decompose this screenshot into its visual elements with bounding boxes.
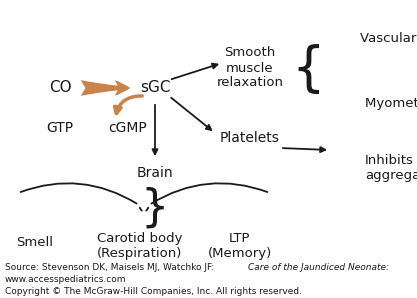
Text: cGMP: cGMP [108, 121, 147, 135]
Text: Care of the Jaundiced Neonate:: Care of the Jaundiced Neonate: [248, 263, 389, 272]
Text: www.accesspediatrics.com: www.accesspediatrics.com [5, 275, 126, 285]
Text: Copyright © The McGraw-Hill Companies, Inc. All rights reserved.: Copyright © The McGraw-Hill Companies, I… [5, 286, 302, 296]
Text: Vascular tone: Vascular tone [360, 32, 417, 44]
Text: GTP: GTP [46, 121, 73, 135]
Text: Carotid body
(Respiration): Carotid body (Respiration) [97, 232, 183, 260]
Text: }: } [141, 187, 169, 229]
Text: LTP
(Memory): LTP (Memory) [208, 232, 272, 260]
Text: CO: CO [49, 80, 71, 95]
Text: Platelets: Platelets [220, 131, 280, 145]
Text: Smooth
muscle
relaxation: Smooth muscle relaxation [216, 46, 284, 89]
Text: sGC: sGC [140, 80, 170, 95]
Text: Source: Stevenson DK, Maisels MJ, Watchko JF:: Source: Stevenson DK, Maisels MJ, Watchk… [5, 263, 217, 272]
Text: Inhibits
aggregation: Inhibits aggregation [365, 154, 417, 182]
Text: Myometrial activity: Myometrial activity [365, 97, 417, 109]
Text: Smell: Smell [17, 237, 53, 249]
Text: {: { [291, 44, 325, 96]
Text: Brain: Brain [137, 166, 173, 180]
